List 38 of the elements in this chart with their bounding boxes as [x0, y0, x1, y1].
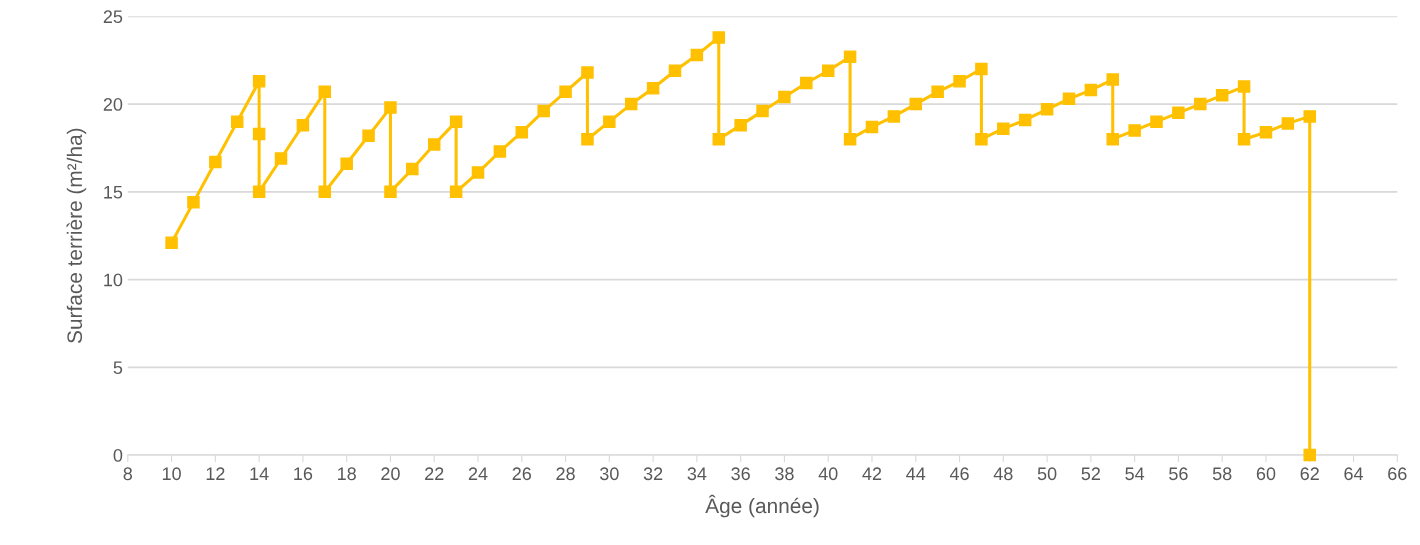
x-tick-label: 42 [862, 467, 882, 480]
x-tick-label: 38 [775, 467, 794, 481]
x-tick-label: 16 [294, 467, 313, 481]
x-tick-label: 40 [818, 467, 838, 481]
y-tick-label: 5 [113, 361, 123, 375]
x-tick-label: 50 [1037, 467, 1057, 481]
x-tick-label: 54 [1125, 467, 1145, 481]
x-tick-label: 20 [381, 467, 400, 481]
x-tick-label: 26 [512, 467, 532, 481]
x-tick-label: 36 [731, 467, 750, 481]
y-tick-label: 25 [103, 10, 123, 24]
y-tick-label: 0 [113, 449, 123, 462]
x-tick-label: 48 [993, 467, 1013, 481]
x-tick-label: 10 [162, 467, 181, 481]
x-tick-label: 32 [643, 467, 663, 481]
x-tick-label: 66 [1388, 467, 1407, 481]
x-tick-label: 18 [338, 467, 356, 481]
y-tick-label: 15 [104, 185, 123, 199]
x-tick-label: 34 [687, 467, 707, 481]
x-tick-label: 56 [1169, 467, 1188, 481]
y-tick-label: 10 [104, 273, 123, 287]
x-axis-title: Âge (année) [705, 494, 819, 518]
x-tick-label: 46 [949, 467, 969, 481]
x-tick-label: 52 [1081, 467, 1100, 481]
x-tick-label: 28 [556, 467, 575, 481]
x-tick-label: 44 [906, 467, 926, 480]
y-tick-label: 20 [103, 98, 123, 111]
x-tick-label: 30 [599, 467, 619, 481]
x-tick-label: 64 [1344, 467, 1364, 481]
x-tick-label: 24 [468, 467, 488, 480]
x-tick-label: 62 [1300, 467, 1319, 481]
y-axis-title: Surface terrière (m²/ha) [66, 128, 87, 343]
x-tick-label: 60 [1256, 467, 1276, 481]
x-tick-label: 22 [425, 467, 444, 480]
x-tick-label: 58 [1212, 467, 1232, 481]
x-tick-label: 14 [250, 467, 269, 480]
x-tick-label: 12 [206, 467, 225, 480]
x-tick-label: 8 [123, 467, 133, 481]
